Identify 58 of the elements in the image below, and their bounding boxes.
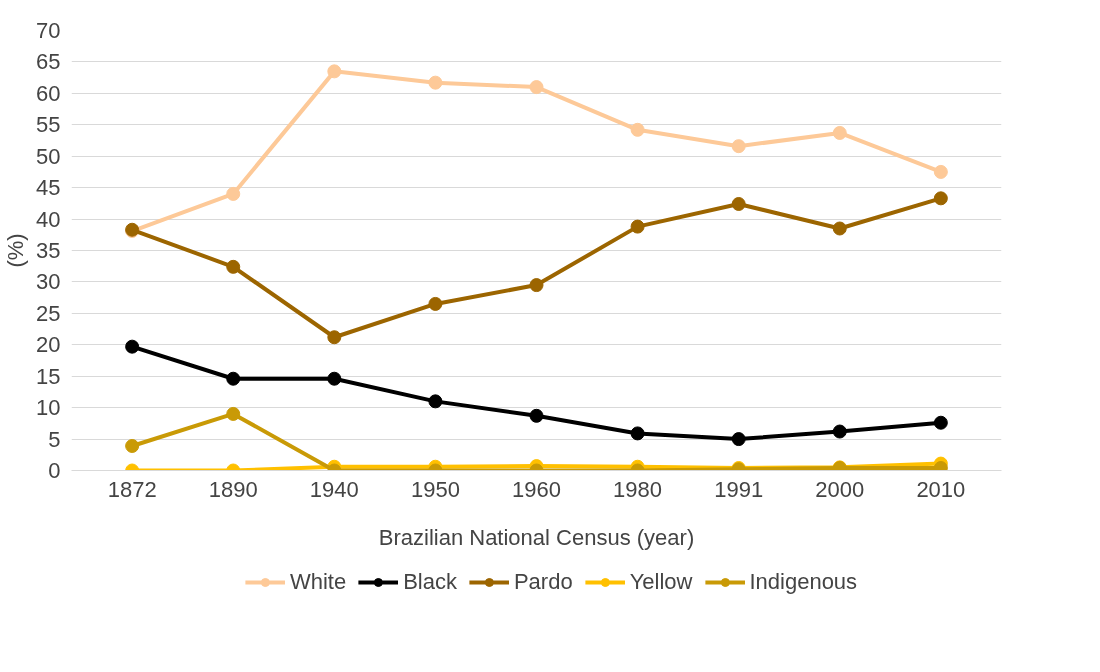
y-tick-label: 10 bbox=[36, 395, 61, 421]
y-tick-label: 0 bbox=[48, 458, 61, 483]
point bbox=[731, 139, 746, 154]
point bbox=[125, 339, 140, 354]
point bbox=[327, 64, 342, 79]
point bbox=[428, 296, 443, 311]
point bbox=[529, 80, 544, 95]
y-tick-label: 65 bbox=[36, 49, 61, 75]
point bbox=[529, 408, 544, 423]
point bbox=[428, 75, 443, 90]
x-tick-label: 1960 bbox=[512, 476, 561, 502]
point bbox=[933, 191, 948, 206]
y-tick-label: 20 bbox=[36, 332, 61, 358]
y-tick-label: 45 bbox=[36, 175, 61, 201]
y-tick-label: 15 bbox=[36, 363, 61, 389]
point bbox=[226, 259, 241, 274]
x-tick-label: 1980 bbox=[613, 476, 663, 502]
x-tick-label: 2010 bbox=[916, 476, 966, 502]
legend-label: White bbox=[289, 568, 347, 595]
point bbox=[327, 330, 342, 345]
x-tick-label: 1991 bbox=[714, 476, 764, 502]
x-tick-label: 1950 bbox=[410, 476, 460, 502]
point bbox=[832, 221, 847, 236]
x-tick-label: 1872 bbox=[107, 476, 157, 502]
x-tick-label: 2000 bbox=[815, 476, 865, 502]
y-tick-label: 25 bbox=[36, 300, 61, 326]
y-tick-label: 35 bbox=[36, 238, 61, 263]
y-axis-title: (%) bbox=[3, 233, 29, 268]
legend-label: Pardo bbox=[513, 568, 573, 595]
y-tick-label: 40 bbox=[36, 206, 61, 232]
x-axis-title: Brazilian National Census (year) bbox=[378, 524, 695, 550]
point bbox=[630, 122, 645, 137]
point bbox=[933, 415, 948, 430]
point bbox=[630, 219, 645, 234]
point bbox=[226, 186, 241, 201]
y-tick-label: 55 bbox=[36, 112, 61, 138]
point bbox=[731, 432, 746, 447]
y-tick-label: 60 bbox=[36, 80, 61, 106]
legend-label: Yellow bbox=[629, 568, 693, 595]
point bbox=[226, 406, 241, 421]
y-tick-label: 30 bbox=[36, 269, 61, 295]
point bbox=[327, 371, 342, 386]
point bbox=[125, 439, 140, 453]
point bbox=[226, 371, 241, 386]
y-tick-label: 70 bbox=[36, 18, 61, 43]
point bbox=[428, 394, 443, 409]
point bbox=[933, 164, 948, 179]
legend-label: Black bbox=[403, 568, 457, 595]
x-tick-label: 1940 bbox=[309, 476, 359, 502]
point bbox=[529, 278, 544, 293]
y-tick-label: 50 bbox=[36, 143, 61, 169]
point bbox=[832, 125, 847, 140]
point bbox=[630, 426, 645, 441]
point bbox=[731, 197, 746, 211]
legend-label: Indigenous bbox=[749, 568, 858, 595]
y-tick-label: 5 bbox=[48, 426, 61, 452]
point bbox=[832, 424, 847, 439]
x-tick-label: 1890 bbox=[208, 476, 258, 502]
